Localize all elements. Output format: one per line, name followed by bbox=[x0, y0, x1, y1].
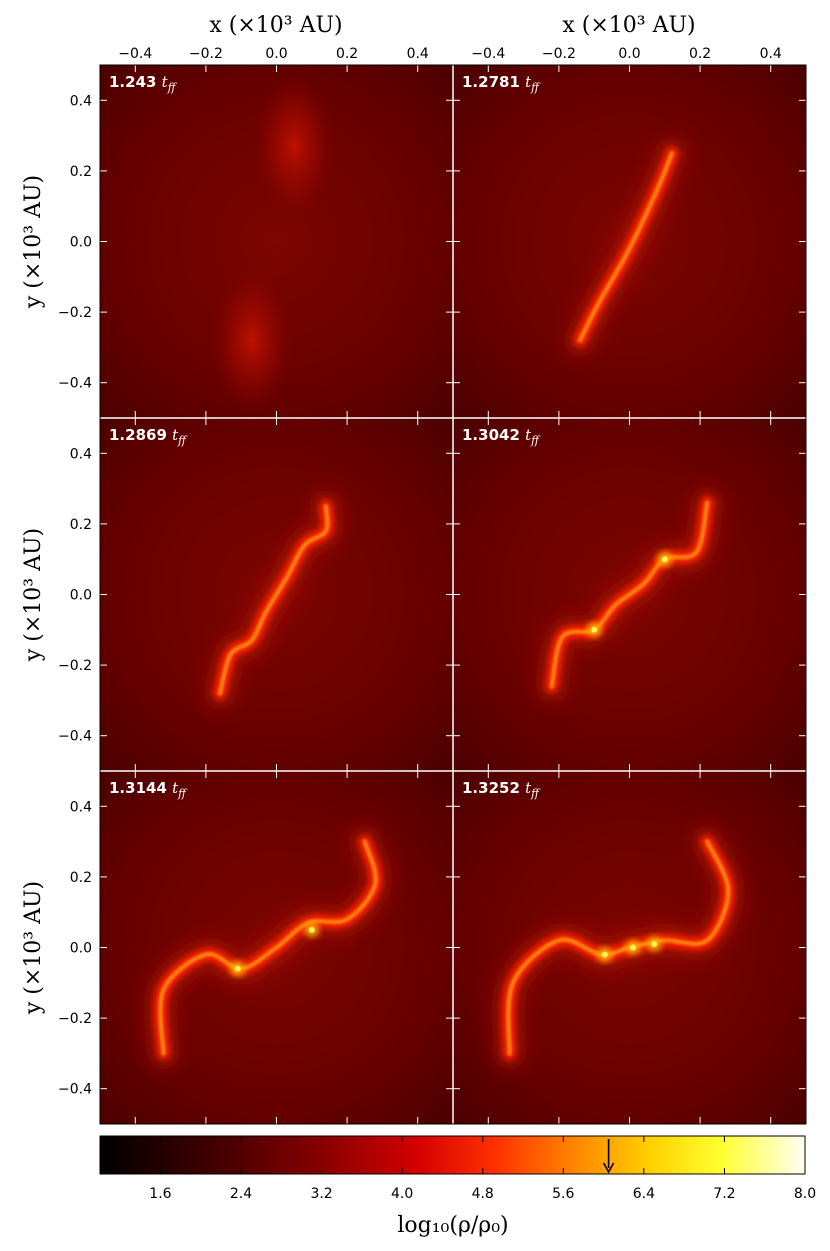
panel-6: 1.3252 tff bbox=[453, 771, 806, 1124]
y-tick-label: 0.4 bbox=[70, 446, 92, 462]
y-tick-label: 0.0 bbox=[70, 941, 92, 957]
colorbar: 1.6 2.4 3.2 4.0 4.8 5.6 6.4 7.2 8.0 bbox=[99, 1135, 816, 1202]
density-map bbox=[100, 65, 453, 418]
colorbar-tick-label: 5.6 bbox=[552, 1186, 574, 1202]
y-axis-title: y (×10³ AU) bbox=[21, 175, 46, 309]
y-tick-label: 0.0 bbox=[70, 235, 92, 251]
x-tick-label: 0.4 bbox=[407, 46, 429, 62]
x-tick-label: −0.2 bbox=[542, 46, 576, 62]
x-tick-label: −0.4 bbox=[471, 46, 505, 62]
dense-core bbox=[630, 944, 637, 951]
filament-ridge bbox=[578, 151, 674, 343]
dense-core bbox=[651, 940, 658, 947]
density-map bbox=[453, 418, 806, 771]
panel-1: 1.243 tff bbox=[100, 65, 453, 418]
dense-core bbox=[591, 626, 598, 633]
density-peak bbox=[209, 265, 294, 416]
colorbar-tick-label: 8.0 bbox=[794, 1186, 816, 1202]
colorbar-tick-label: 6.4 bbox=[633, 1186, 655, 1202]
y-tick-label: −0.4 bbox=[58, 729, 92, 745]
y-tick-label: −0.2 bbox=[58, 658, 92, 674]
colorbar-gradient bbox=[99, 1135, 806, 1175]
filament-ridge bbox=[158, 839, 378, 1056]
y-tick-label: −0.2 bbox=[58, 305, 92, 321]
colorbar-ticks: 1.6 2.4 3.2 4.0 4.8 5.6 6.4 7.2 8.0 bbox=[149, 1136, 816, 1202]
colorbar-tick-label: 7.2 bbox=[713, 1186, 735, 1202]
x-axis-title-top-right: x (×10³ AU) bbox=[562, 13, 695, 38]
x-tick-label: 0.2 bbox=[689, 46, 711, 62]
colorbar-tick-label: 1.6 bbox=[149, 1186, 171, 1202]
x-axis-title: x (×10³ AU) bbox=[209, 13, 342, 38]
density-peak bbox=[252, 71, 337, 222]
y-tick-label: 0.2 bbox=[70, 517, 92, 533]
axes: −0.4 −0.2 0.0 0.2 0.4 −0.4 −0.2 0.0 0.2 0.4 −0.4 −0… bbox=[21, 46, 807, 1125]
density-map bbox=[100, 771, 453, 1124]
y-tick-label: 0.2 bbox=[70, 870, 92, 886]
dense-core bbox=[661, 556, 668, 563]
panel-5: 1.3144 tff bbox=[100, 771, 453, 1124]
x-axis-title: x (×10³ AU) bbox=[562, 13, 695, 38]
x-tick-label: 0.0 bbox=[265, 46, 287, 62]
dense-core bbox=[601, 951, 608, 958]
x-tick-label: 0.4 bbox=[760, 46, 782, 62]
panel-time-label: 1.243 tff bbox=[109, 73, 178, 94]
panel-2: 1.2781 tff bbox=[453, 65, 806, 418]
density-map bbox=[100, 418, 453, 771]
panel-time-label: 1.3042 tff bbox=[462, 426, 541, 447]
x-tick-label: −0.2 bbox=[189, 46, 223, 62]
colorbar-tick-label: 2.4 bbox=[230, 1186, 252, 1202]
y-tick-label: 0.4 bbox=[70, 799, 92, 815]
y-tick-label: −0.2 bbox=[58, 1011, 92, 1027]
panel-time-label: 1.2781 tff bbox=[462, 73, 541, 94]
y-tick-label: −0.4 bbox=[58, 1082, 92, 1098]
x-axis-title-top-left: x (×10³ AU) bbox=[209, 13, 342, 38]
density-map bbox=[453, 65, 806, 418]
colorbar-tick-label: 4.0 bbox=[391, 1186, 413, 1202]
colorbar-label: log₁₀(ρ/ρ₀) bbox=[397, 1213, 508, 1238]
x-tick-label: 0.0 bbox=[618, 46, 640, 62]
y-axis-title: y (×10³ AU) bbox=[21, 528, 46, 662]
colorbar-tick-label: 4.8 bbox=[472, 1186, 494, 1202]
panel-grid: 1.243 tff 1.2781 tff 1.2869 tff 1.3042 tff 1… bbox=[100, 65, 806, 1124]
dense-core bbox=[308, 926, 315, 933]
y-tick-label: −0.4 bbox=[58, 376, 92, 392]
x-tick-label: −0.4 bbox=[118, 46, 152, 62]
density-map bbox=[453, 771, 806, 1124]
panel-time-label: 1.3252 tff bbox=[462, 779, 541, 800]
panel-time-label: 1.2869 tff bbox=[109, 426, 188, 447]
dense-core bbox=[234, 965, 241, 972]
panel-time-label: 1.3144 tff bbox=[109, 779, 188, 800]
x-tick-label: 0.2 bbox=[336, 46, 358, 62]
colorbar-marker-arrow bbox=[602, 1139, 615, 1174]
filament-ridge bbox=[218, 504, 330, 696]
colorbar-tick-label: 3.2 bbox=[310, 1186, 332, 1202]
y-tick-label: 0.4 bbox=[70, 93, 92, 109]
y-tick-label: 0.0 bbox=[70, 588, 92, 604]
panel-3: 1.2869 tff bbox=[100, 418, 453, 771]
filament-ridge bbox=[549, 500, 710, 689]
panel-4: 1.3042 tff bbox=[453, 418, 806, 771]
plot-frame bbox=[99, 64, 807, 1125]
y-tick-label: 0.2 bbox=[70, 164, 92, 180]
y-axis-title: y (×10³ AU) bbox=[21, 881, 46, 1015]
